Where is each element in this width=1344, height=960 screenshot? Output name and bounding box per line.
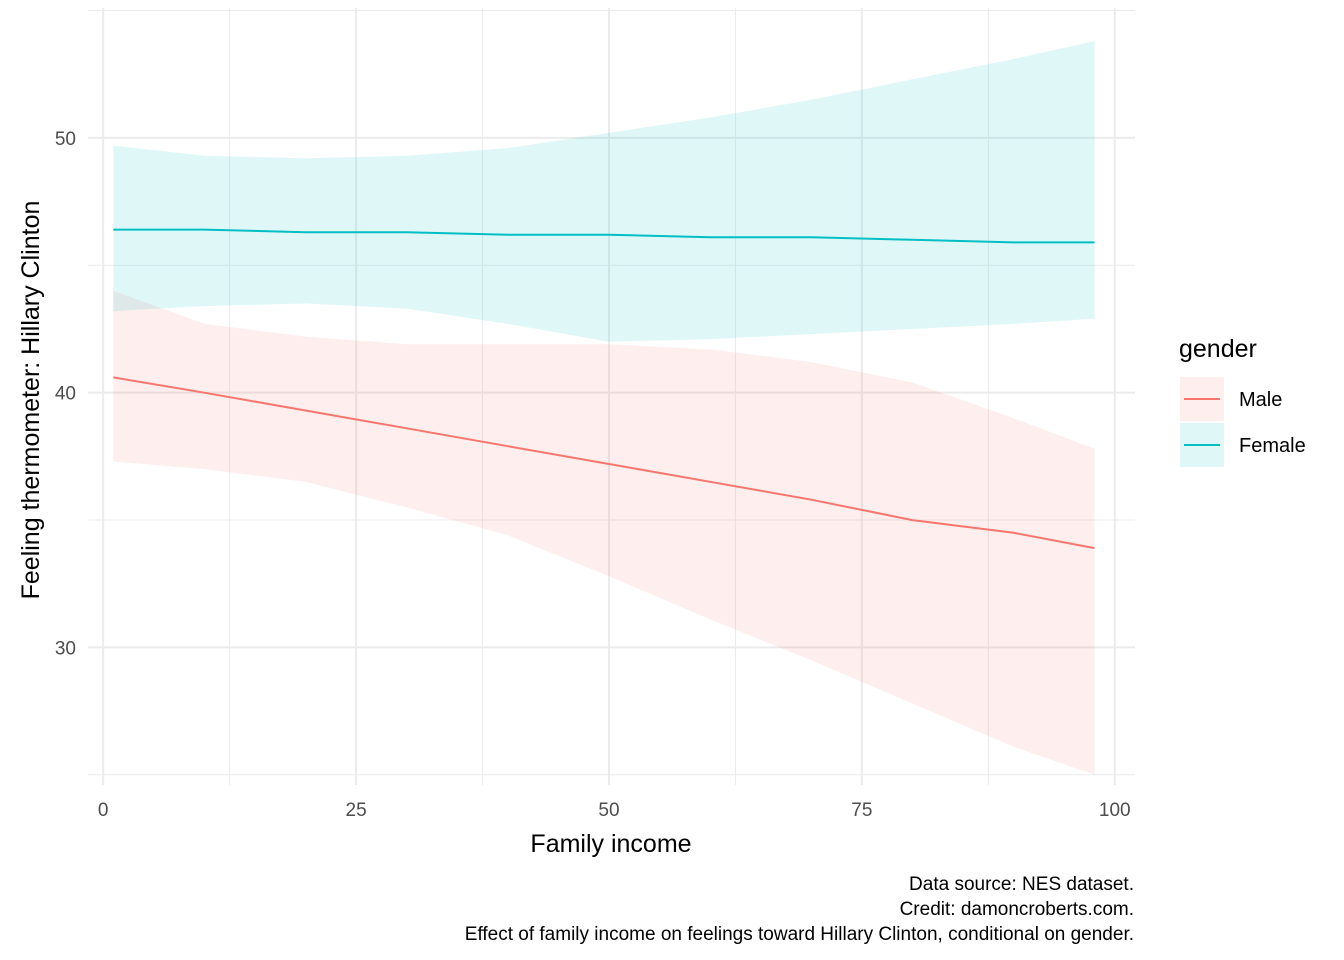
x-tick-label: 50 <box>598 800 619 821</box>
legend-label: Male <box>1239 389 1282 411</box>
y-tick-label: 30 <box>55 638 76 659</box>
legend-label: Female <box>1239 435 1306 457</box>
y-axis-tick-labels: 30 40 50 <box>55 129 76 660</box>
y-tick-label: 40 <box>55 384 76 405</box>
y-tick-label: 50 <box>55 129 76 150</box>
confidence-ribbons <box>113 41 1095 775</box>
x-tick-label: 100 <box>1099 800 1131 821</box>
y-axis-title: Feeling thermometer: Hillary Clinton <box>17 201 45 600</box>
x-tick-label: 25 <box>346 800 367 821</box>
caption-line-credit: Credit: damoncroberts.com. <box>900 899 1134 920</box>
caption: Data source: NES dataset. Credit: damonc… <box>465 874 1134 945</box>
x-tick-label: 0 <box>98 800 109 821</box>
legend-item-male: Male <box>1180 377 1282 421</box>
caption-line-source: Data source: NES dataset. <box>909 874 1134 895</box>
ribbon-male <box>113 290 1095 775</box>
legend-item-female: Female <box>1180 423 1306 467</box>
caption-line-description: Effect of family income on feelings towa… <box>465 924 1134 945</box>
x-axis-title: Family income <box>530 830 691 858</box>
series-lines <box>113 228 1095 550</box>
ribbon-female <box>113 41 1095 342</box>
x-axis-tick-labels: 0 25 50 75 100 <box>98 800 1131 821</box>
legend: gender Male Female <box>1179 335 1306 467</box>
legend-title: gender <box>1179 335 1257 363</box>
series-line-female <box>113 228 1095 244</box>
x-tick-label: 75 <box>851 800 872 821</box>
grid-major-lines <box>88 8 1135 785</box>
series-line-male <box>113 376 1095 550</box>
